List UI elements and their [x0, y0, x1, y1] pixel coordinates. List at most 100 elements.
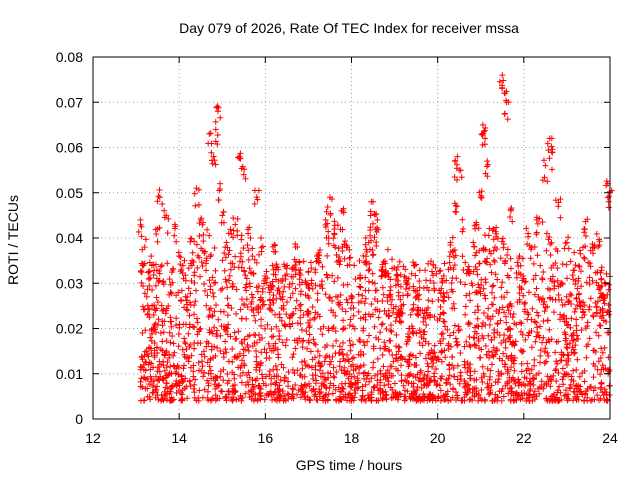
data-point [182, 340, 189, 347]
data-point [191, 381, 198, 388]
data-point [559, 261, 566, 268]
data-point [573, 322, 580, 329]
data-point [558, 279, 565, 286]
data-point [524, 316, 531, 323]
data-point [210, 293, 217, 300]
data-point [437, 397, 444, 404]
data-point [554, 265, 561, 272]
data-point [522, 336, 529, 343]
data-point [539, 276, 546, 283]
data-point [386, 337, 393, 344]
data-point [157, 330, 164, 337]
data-point [424, 368, 431, 375]
data-point [565, 234, 572, 241]
data-point [259, 375, 266, 382]
data-point [525, 332, 532, 339]
data-point [597, 355, 604, 362]
data-point [324, 397, 331, 404]
data-point [606, 311, 613, 318]
data-point [173, 238, 180, 245]
data-point [499, 279, 506, 286]
data-point [232, 253, 239, 260]
data-point [522, 278, 529, 285]
data-point [598, 380, 605, 387]
data-point [362, 274, 369, 281]
data-point [296, 276, 303, 283]
data-point [368, 375, 375, 382]
data-point [362, 295, 369, 302]
data-point [307, 259, 314, 266]
data-point [459, 253, 466, 260]
data-point [154, 299, 161, 306]
data-point [184, 307, 191, 314]
data-point [547, 251, 554, 258]
data-point [237, 372, 244, 379]
data-point [181, 339, 188, 346]
data-point [220, 308, 227, 315]
data-point [503, 289, 510, 296]
data-point [175, 343, 182, 350]
data-point [169, 267, 176, 274]
data-point [211, 244, 218, 251]
data-point [272, 311, 279, 318]
data-point [155, 316, 162, 323]
data-point [590, 360, 597, 367]
data-point [299, 344, 306, 351]
data-point [435, 296, 442, 303]
data-point [492, 378, 499, 385]
data-point [405, 330, 412, 337]
data-point [333, 368, 340, 375]
data-point [217, 185, 224, 192]
data-point [484, 158, 491, 165]
data-point [461, 358, 468, 365]
data-point [331, 218, 338, 225]
data-point [168, 323, 175, 330]
data-point [481, 310, 488, 317]
data-point [258, 349, 265, 356]
data-point [459, 216, 466, 223]
data-point [135, 228, 142, 235]
data-point [246, 265, 253, 272]
data-point [312, 380, 319, 387]
data-point [252, 317, 259, 324]
data-point [597, 322, 604, 329]
data-point [308, 265, 315, 272]
data-point [204, 226, 211, 233]
data-point [237, 392, 244, 399]
data-point [575, 335, 582, 342]
data-point [259, 243, 266, 250]
data-point [498, 339, 505, 346]
data-point [581, 302, 588, 309]
data-point [390, 358, 397, 365]
data-point [567, 258, 574, 265]
data-point [593, 230, 600, 237]
data-point [272, 248, 279, 255]
data-point [292, 381, 299, 388]
data-point [347, 347, 354, 354]
data-point [380, 363, 387, 370]
x-tick-label: 22 [516, 430, 532, 446]
data-point [329, 342, 336, 349]
data-point [475, 307, 482, 314]
data-point [474, 271, 481, 278]
data-point [342, 380, 349, 387]
data-point [417, 350, 424, 357]
data-point [504, 252, 511, 259]
data-point [148, 253, 155, 260]
data-point [160, 329, 167, 336]
data-point [284, 299, 291, 306]
data-point [571, 349, 578, 356]
data-point [476, 260, 483, 267]
data-point [471, 243, 478, 250]
data-point [201, 386, 208, 393]
data-point [290, 386, 297, 393]
data-point [462, 259, 469, 266]
data-point [298, 358, 305, 365]
data-point [449, 394, 456, 401]
data-point [213, 327, 220, 334]
data-point [491, 258, 498, 265]
data-point [259, 285, 266, 292]
y-tick-label: 0.08 [56, 49, 83, 65]
data-point [589, 277, 596, 284]
data-point [194, 319, 201, 326]
